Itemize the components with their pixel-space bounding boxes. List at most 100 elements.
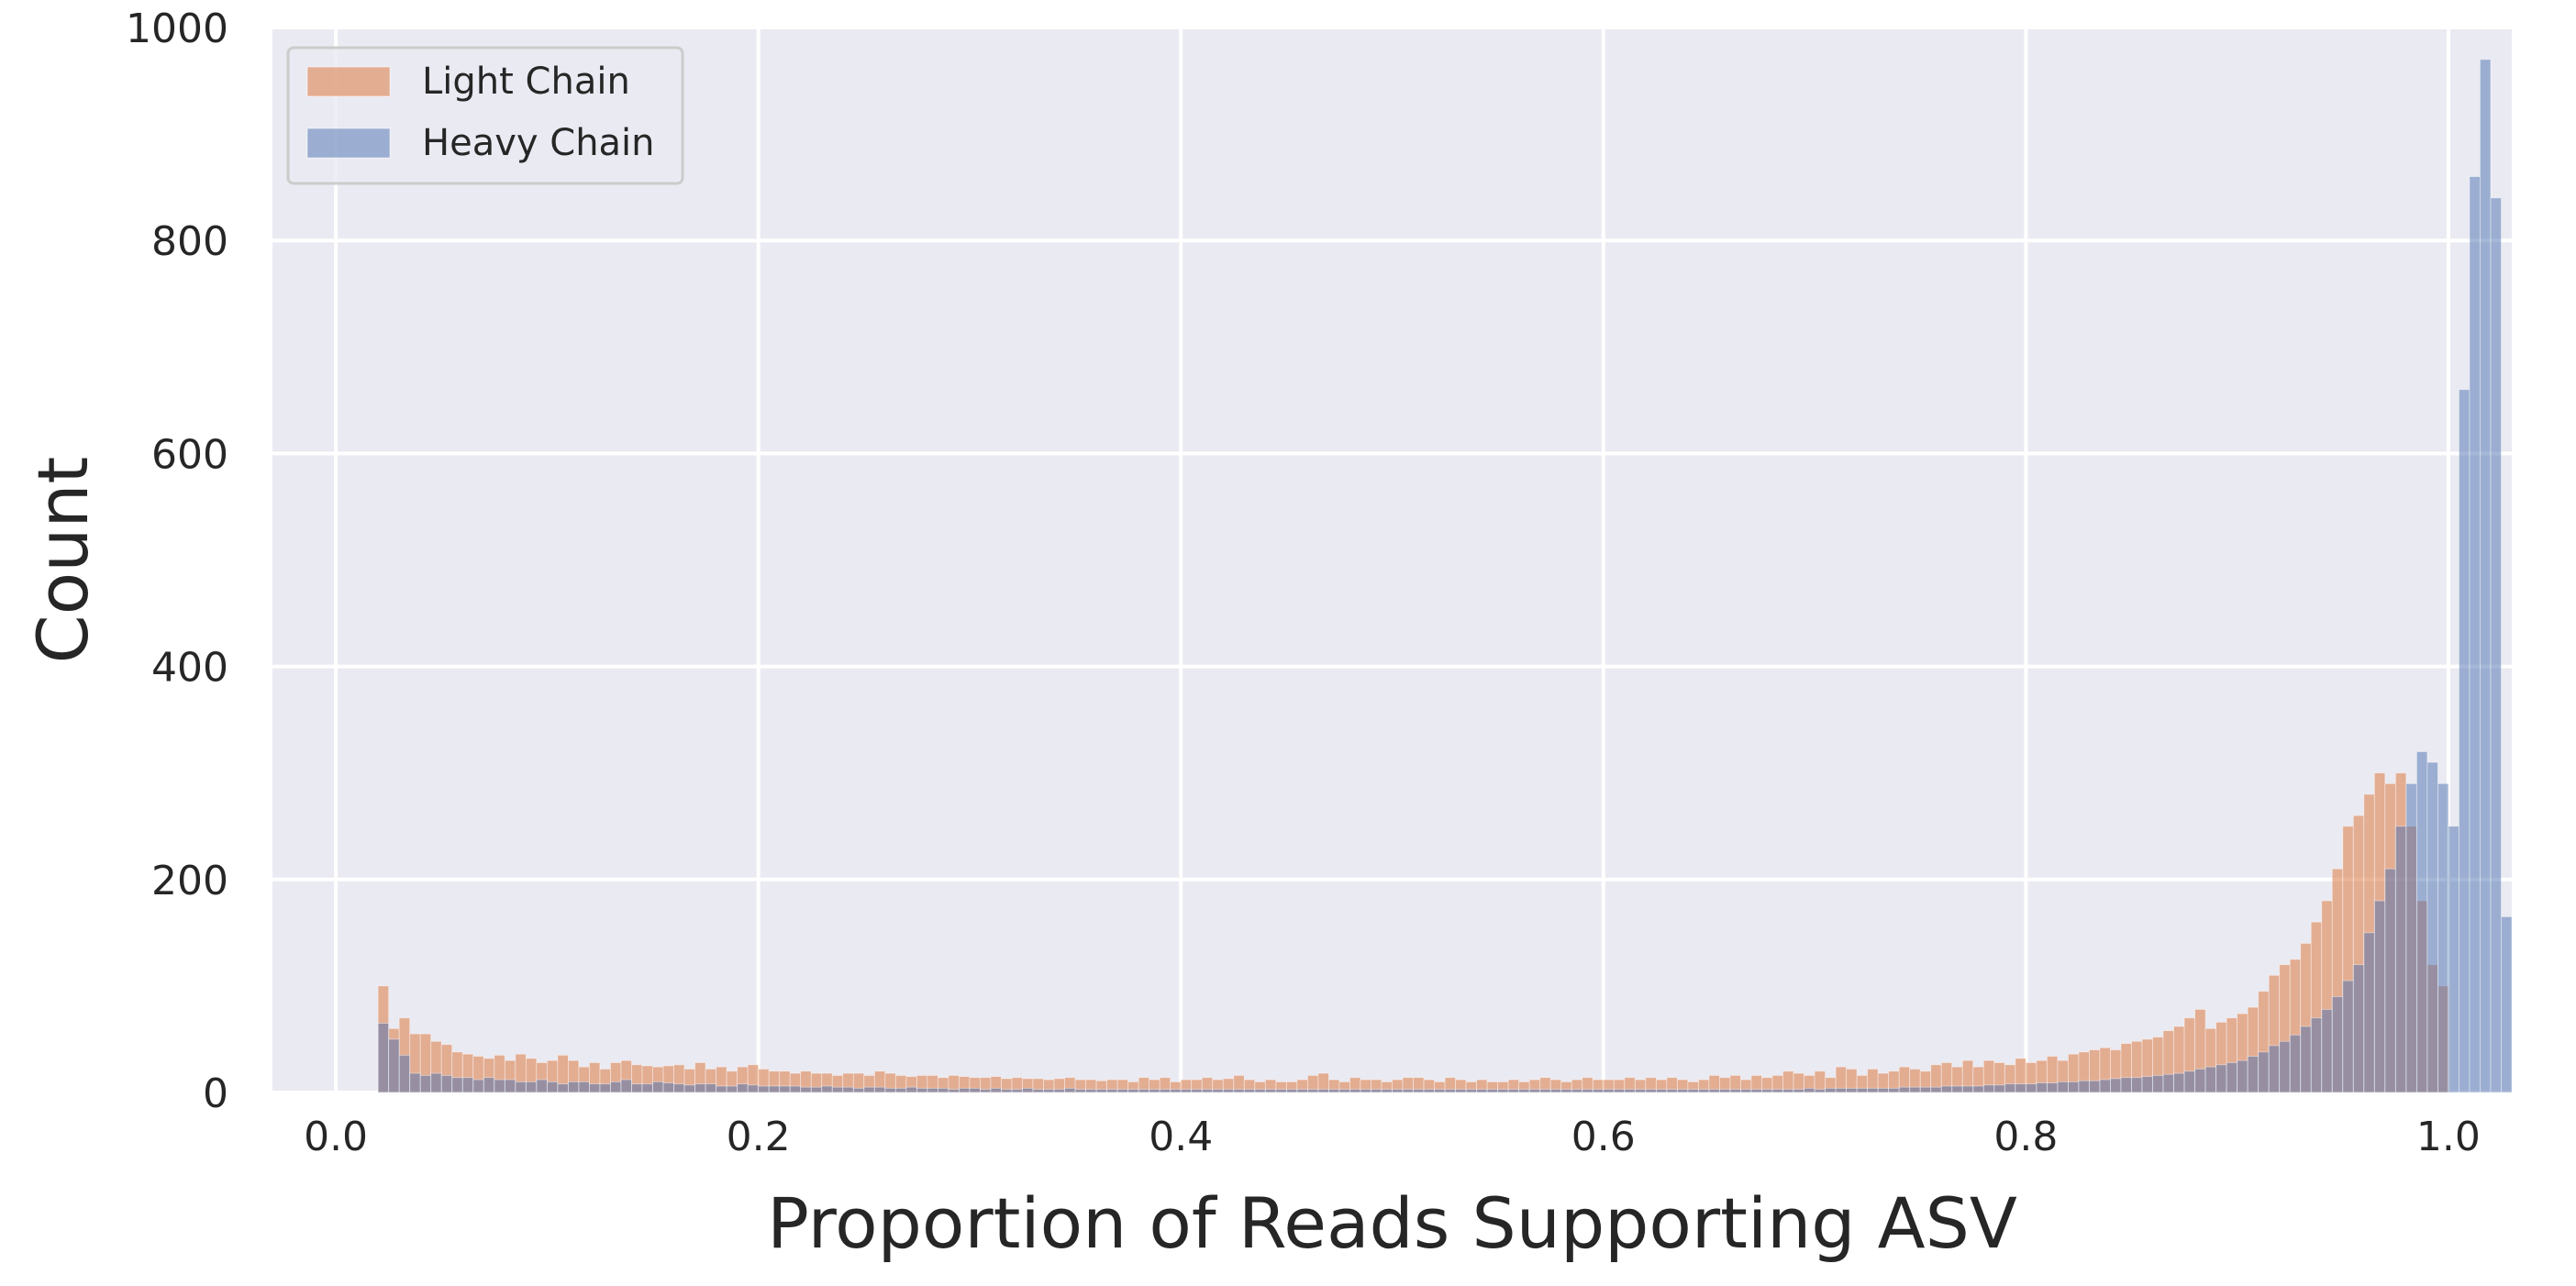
histogram-bar	[1381, 1089, 1393, 1093]
histogram-bar	[620, 1079, 632, 1093]
histogram-bar	[1729, 1089, 1741, 1093]
histogram-bar	[1972, 1085, 1984, 1093]
histogram-bar	[1285, 1089, 1298, 1093]
histogram-bar	[2331, 996, 2344, 1093]
histogram-bar	[1116, 1089, 1129, 1093]
histogram-bar	[2373, 900, 2386, 1093]
histogram-bar	[1444, 1089, 1456, 1093]
histogram-bar	[716, 1085, 727, 1093]
histogram-bar	[1624, 1089, 1636, 1093]
histogram-bar	[1074, 1089, 1086, 1093]
histogram-bar	[1782, 1089, 1794, 1093]
histogram-bar	[1846, 1087, 1858, 1093]
histogram-bar	[1708, 1089, 1720, 1093]
legend-swatch-light-chain	[306, 66, 391, 97]
histogram-bar	[652, 1081, 664, 1093]
histogram-bar	[2204, 1066, 2217, 1093]
histogram-bar	[1486, 1089, 1499, 1093]
histogram-bar	[599, 1083, 611, 1093]
histogram-bar	[1011, 1089, 1023, 1093]
histogram-bar	[2490, 197, 2502, 1093]
x-axis-label: Proportion of Reads Supporting ASV	[767, 1182, 2017, 1264]
histogram-bar	[2131, 1077, 2143, 1093]
histogram-bar	[461, 1077, 474, 1093]
histogram-bar	[1571, 1089, 1583, 1093]
histogram-bar	[2247, 1056, 2260, 1093]
histogram-bar	[419, 1075, 432, 1093]
histogram-bar	[1825, 1087, 1837, 1093]
histogram-bar	[2015, 1083, 2026, 1093]
histogram-bar	[1138, 1089, 1150, 1093]
histogram-bar	[2226, 1062, 2238, 1093]
histogram-bar	[1465, 1089, 1478, 1093]
histogram-bar	[1455, 1089, 1467, 1093]
histogram-bar	[2384, 868, 2396, 1093]
y-tick-label: 400	[151, 645, 228, 692]
y-axis-ticks: 0 200 400 600 800 1000	[126, 6, 228, 1117]
histogram-bar	[1296, 1089, 1308, 1093]
histogram-bar	[1243, 1089, 1256, 1093]
histogram-bar	[1919, 1086, 1932, 1093]
histogram-bar	[927, 1087, 938, 1093]
histogram-bar	[2459, 389, 2471, 1093]
histogram-bar	[1507, 1089, 1520, 1093]
histogram-bar	[2110, 1078, 2122, 1093]
histogram-bar	[2289, 1034, 2302, 1093]
histogram-bar	[2469, 176, 2481, 1093]
histogram-bar	[504, 1079, 516, 1093]
x-axis-ticks: 0.0 0.2 0.4 0.6 0.8 1.0	[304, 1114, 2481, 1160]
histogram-bar	[2426, 761, 2438, 1093]
histogram-bar	[705, 1083, 716, 1093]
histogram-bar	[1095, 1089, 1108, 1093]
histogram-bar	[2268, 1045, 2281, 1093]
histogram-bar	[483, 1077, 495, 1093]
y-tick-label: 1000	[126, 6, 228, 52]
histogram-bar	[1951, 1085, 1963, 1093]
histogram-bar	[1804, 1087, 1815, 1093]
histogram-bar	[1043, 1089, 1055, 1093]
histogram-bar	[2025, 1083, 2037, 1093]
histogram-bar	[842, 1086, 854, 1093]
x-tick-label: 1.0	[2416, 1114, 2481, 1160]
histogram-bar	[1539, 1089, 1551, 1093]
histogram-bar	[2152, 1075, 2164, 1093]
histogram-bar	[884, 1087, 896, 1093]
histogram-bar	[2099, 1079, 2111, 1093]
histogram-bar	[1740, 1089, 1752, 1093]
histogram-bar	[1877, 1087, 1890, 1093]
y-axis-label: Count	[22, 457, 104, 664]
histogram-bar	[905, 1086, 917, 1093]
histogram-bar	[1275, 1089, 1287, 1093]
histogram-bar	[440, 1075, 453, 1093]
histogram-bar	[610, 1081, 622, 1093]
histogram-bar	[1328, 1089, 1340, 1093]
histogram-bar	[1867, 1087, 1879, 1093]
y-tick-label: 0	[203, 1070, 228, 1117]
histogram-bar	[1306, 1089, 1319, 1093]
histogram-bar	[1423, 1089, 1435, 1093]
histogram-bar	[1698, 1089, 1710, 1093]
histogram-bar	[683, 1084, 695, 1093]
histogram-bar	[990, 1087, 1002, 1093]
histogram-bar	[2078, 1080, 2090, 1093]
histogram-bar	[831, 1086, 844, 1093]
histogram-bar	[1180, 1089, 1193, 1093]
histogram-bar	[1371, 1089, 1382, 1093]
histogram-bar	[1159, 1089, 1171, 1093]
histogram-bar	[662, 1082, 674, 1093]
y-tick-label: 600	[151, 431, 228, 478]
histogram-bar	[1634, 1089, 1647, 1093]
histogram-bar	[451, 1077, 463, 1093]
histogram-bar	[959, 1087, 971, 1093]
histogram-bar	[546, 1081, 559, 1093]
y-tick-label: 200	[151, 858, 228, 904]
histogram-bar	[1106, 1089, 1118, 1093]
histogram-bar	[1032, 1089, 1044, 1093]
histogram-bar	[1127, 1089, 1139, 1093]
histogram-bar	[800, 1086, 812, 1093]
histogram-bar	[1317, 1089, 1329, 1093]
histogram-bar	[1191, 1089, 1203, 1093]
histogram-bar	[557, 1083, 569, 1093]
histogram-bar	[2194, 1069, 2206, 1093]
histogram-bar	[2352, 964, 2365, 1093]
